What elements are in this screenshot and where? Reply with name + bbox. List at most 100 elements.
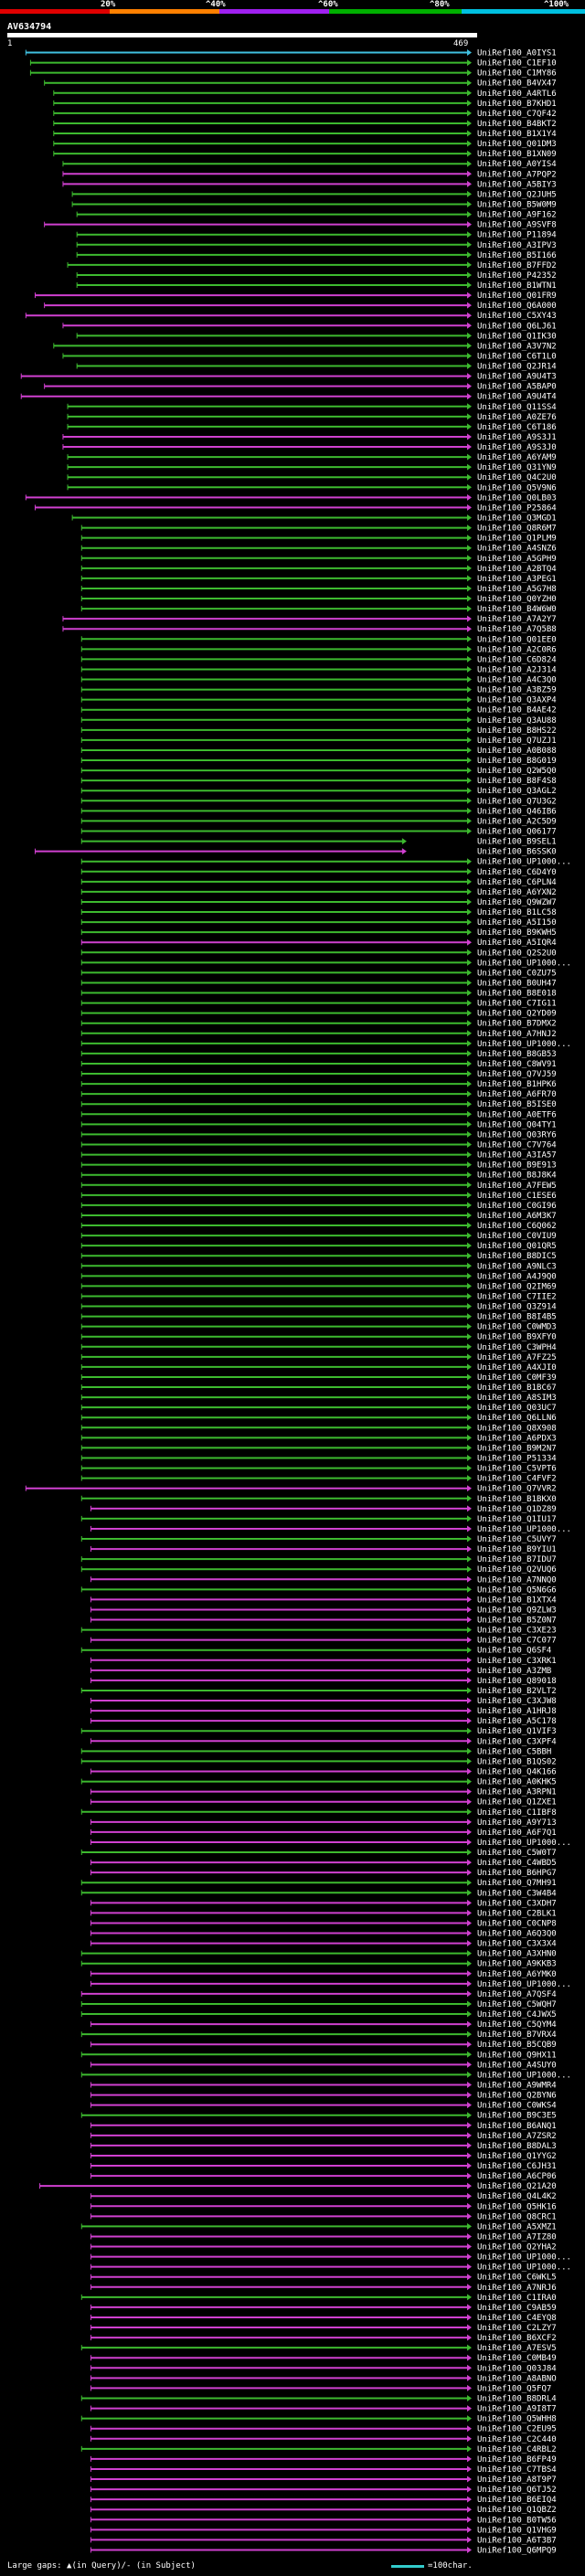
hit-label[interactable]: UniRef100_Q1VHG9 [477,2526,557,2535]
hit-label[interactable]: UniRef100_UP1000... [477,1040,571,1049]
hit-row[interactable]: UniRef100_C1IBF8 [80,1808,557,1818]
hit-row[interactable]: UniRef100_A3PEG1 [80,575,557,584]
hit-row[interactable]: UniRef100_C0MF39 [80,1373,557,1383]
hit-row[interactable]: UniRef100_Q8X908 [80,1424,557,1433]
hit-label[interactable]: UniRef100_Q01FR9 [477,292,557,301]
hit-label[interactable]: UniRef100_Q01DM3 [477,140,557,149]
hit-label[interactable]: UniRef100_Q6LLN6 [477,1414,557,1423]
hit-label[interactable]: UniRef100_Q89018 [477,1677,557,1686]
hit-label[interactable]: UniRef100_A7IZ80 [477,2232,557,2242]
hit-row[interactable]: UniRef100_A1HRJ8 [90,1707,557,1716]
hit-label[interactable]: UniRef100_A7HNJ2 [477,1030,557,1039]
hit-row[interactable]: UniRef100_Q46IB6 [80,807,557,816]
hit-row[interactable]: UniRef100_Q7VVR2 [25,1485,557,1494]
hit-row[interactable]: UniRef100_Q4C2U0 [67,473,557,482]
hit-row[interactable]: UniRef100_A9U4T4 [20,393,557,402]
hit-label[interactable]: UniRef100_C5W0T7 [477,1849,557,1858]
hit-label[interactable]: UniRef100_A2J314 [477,665,557,674]
hit-row[interactable]: UniRef100_C8WV91 [80,1060,557,1069]
hit-row[interactable]: UniRef100_C7IIE2 [80,1292,557,1301]
hit-row[interactable]: UniRef100_Q2BYN6 [90,2092,557,2101]
hit-row[interactable]: UniRef100_Q03RY6 [80,1130,557,1140]
hit-row[interactable]: UniRef100_C0CNP8 [90,1919,557,1928]
hit-label[interactable]: UniRef100_C0CNP8 [477,1919,557,1928]
hit-row[interactable]: UniRef100_UP1000... [90,2263,571,2273]
hit-row[interactable]: UniRef100_B5CQB9 [90,2041,557,2050]
hit-label[interactable]: UniRef100_A9U4T4 [477,393,557,402]
hit-label[interactable]: UniRef100_A5XMZ1 [477,2222,557,2231]
hit-row[interactable]: UniRef100_A9KKB3 [80,1960,557,1969]
hit-row[interactable]: UniRef100_A6Q3Q0 [90,1930,557,1939]
hit-row[interactable]: UniRef100_C0ZU75 [80,969,557,978]
hit-row[interactable]: UniRef100_A5IQR4 [80,938,557,948]
hit-row[interactable]: UniRef100_Q7MH91 [80,1879,557,1888]
hit-label[interactable]: UniRef100_Q2JUH5 [477,190,557,199]
hit-row[interactable]: UniRef100_B6HPG7 [90,1869,557,1878]
hit-row[interactable]: UniRef100_C6D4Y0 [80,868,557,877]
hit-label[interactable]: UniRef100_C3XE23 [477,1627,557,1636]
hit-label[interactable]: UniRef100_Q4K166 [477,1768,557,1777]
hit-label[interactable]: UniRef100_Q6TJ52 [477,2486,557,2495]
hit-row[interactable]: UniRef100_A5I150 [80,918,557,928]
hit-label[interactable]: UniRef100_Q2S2U0 [477,949,557,958]
hit-row[interactable]: UniRef100_C6JH31 [90,2162,557,2171]
hit-row[interactable]: UniRef100_Q2YD09 [80,1010,557,1019]
hit-label[interactable]: UniRef100_Q01QR5 [477,1242,557,1251]
hit-row[interactable]: UniRef100_A3BZ59 [80,686,557,695]
hit-label[interactable]: UniRef100_C0GI96 [477,1202,557,1211]
hit-row[interactable]: UniRef100_A7NRJ6 [90,2284,557,2293]
hit-label[interactable]: UniRef100_A9Y713 [477,1818,557,1828]
hit-row[interactable]: UniRef100_A3XHN0 [80,1950,557,1959]
hit-row[interactable]: UniRef100_A5BIY3 [62,180,557,189]
hit-row[interactable]: UniRef100_Q5FQ7 [90,2384,551,2393]
hit-label[interactable]: UniRef100_B7IDU7 [477,1555,557,1564]
hit-label[interactable]: UniRef100_Q1IK30 [477,332,557,341]
hit-label[interactable]: UniRef100_B6HPG7 [477,1869,557,1878]
hit-row[interactable]: UniRef100_A3V7N2 [53,342,557,351]
hit-row[interactable]: UniRef100_Q2W5Q0 [80,767,557,776]
hit-row[interactable]: UniRef100_Q1QBZ2 [90,2506,557,2515]
hit-row[interactable]: UniRef100_A0YIS4 [62,160,557,169]
hit-row[interactable]: UniRef100_C4JWX5 [80,2010,557,2019]
hit-row[interactable]: UniRef100_B7KHD1 [53,100,557,109]
hit-label[interactable]: UniRef100_B1WTN1 [477,281,557,291]
hit-row[interactable]: UniRef100_C1MY86 [29,69,557,79]
hit-label[interactable]: UniRef100_A7FZ25 [477,1353,557,1362]
hit-row[interactable]: UniRef100_UP1000... [90,1525,571,1534]
hit-row[interactable]: UniRef100_B4VX47 [44,80,557,89]
hit-row[interactable]: UniRef100_C5UVY7 [80,1535,557,1544]
hit-label[interactable]: UniRef100_A9U4T3 [477,373,557,382]
hit-label[interactable]: UniRef100_B4BKT2 [477,120,557,129]
hit-label[interactable]: UniRef100_B6SSK0 [477,848,557,857]
hit-label[interactable]: UniRef100_Q8R6M7 [477,525,557,534]
hit-label[interactable]: UniRef100_A8T9P7 [477,2475,557,2485]
hit-label[interactable]: UniRef100_B1BKX0 [477,1495,557,1504]
hit-label[interactable]: UniRef100_C0ZU75 [477,969,557,978]
hit-label[interactable]: UniRef100_Q0LB03 [477,493,557,503]
hit-row[interactable]: UniRef100_A5GPH9 [80,555,557,564]
hit-label[interactable]: UniRef100_B9KWH5 [477,928,557,938]
hit-row[interactable]: UniRef100_A9SVF8 [44,221,557,230]
hit-row[interactable]: UniRef100_C3W4B4 [80,1889,557,1898]
hit-row[interactable]: UniRef100_C7V764 [80,1141,557,1150]
hit-row[interactable]: UniRef100_B9KWH5 [80,928,557,938]
hit-row[interactable]: UniRef100_C2BLK1 [90,1909,557,1918]
hit-row[interactable]: UniRef100_Q1IU17 [80,1515,557,1524]
hit-row[interactable]: UniRef100_A6YXN2 [80,888,557,897]
hit-row[interactable]: UniRef100_A7ESV5 [80,2344,557,2353]
hit-label[interactable]: UniRef100_B0UH47 [477,979,557,988]
hit-row[interactable]: UniRef100_C2LZY7 [90,2324,557,2333]
hit-label[interactable]: UniRef100_B7KHD1 [477,100,557,109]
hit-row[interactable]: UniRef100_A6M3K7 [80,1212,557,1221]
hit-row[interactable]: UniRef100_C4FVF2 [80,1475,557,1484]
hit-label[interactable]: UniRef100_A6CP06 [477,2172,557,2181]
hit-label[interactable]: UniRef100_P42352 [477,271,557,281]
hit-label[interactable]: UniRef100_B8E018 [477,990,557,999]
hit-row[interactable]: UniRef100_Q2JUH5 [71,190,557,199]
hit-row[interactable]: UniRef100_B9SEL1 [80,838,557,847]
hit-row[interactable]: UniRef100_B5Z0N7 [90,1617,557,1626]
hit-row[interactable]: UniRef100_A0B088 [80,747,557,756]
hit-label[interactable]: UniRef100_C2EU95 [477,2425,557,2434]
hit-label[interactable]: UniRef100_Q7MH91 [477,1879,557,1888]
hit-label[interactable]: UniRef100_B9SEL1 [477,838,557,847]
